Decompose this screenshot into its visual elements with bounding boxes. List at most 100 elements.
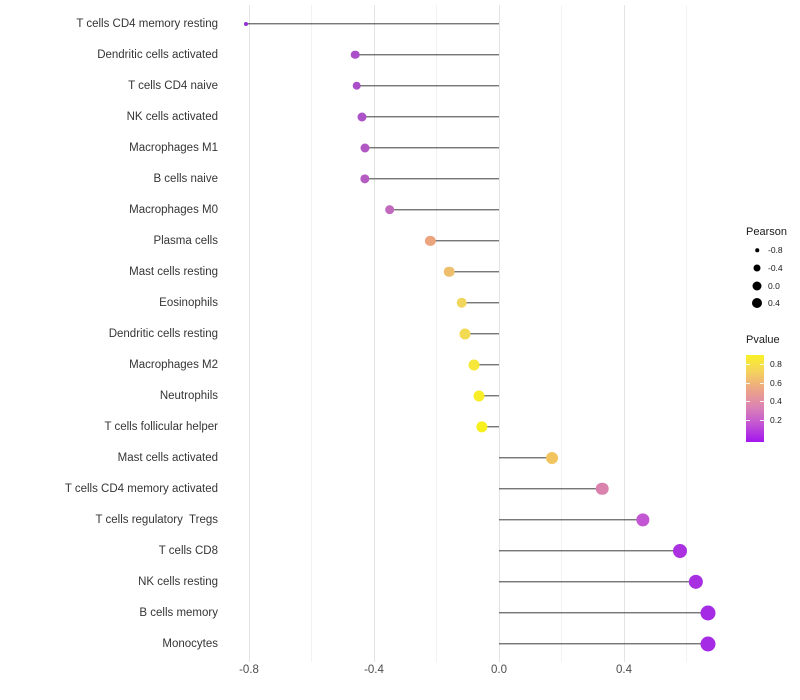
lollipop-stem [361,115,499,118]
category-label: Monocytes [162,637,218,650]
category-label: Mast cells activated [117,451,218,464]
colorbar-tick [760,419,764,421]
lollipop-dot [700,605,716,621]
category-label: B cells memory [139,606,218,619]
lollipop-dot [636,513,650,527]
lollipop-dot [468,359,480,371]
minor-gridline [436,5,437,662]
category-label: Macrophages M0 [129,203,218,216]
lollipop-stem [355,53,499,56]
lollipop-stem [499,518,643,521]
lollipop-dot [473,390,485,402]
category-label: Macrophages M1 [129,141,218,154]
lollipop-stem [499,580,696,583]
lollipop-stem [481,425,499,428]
category-label: Macrophages M2 [129,358,218,371]
colorbar-tick [746,382,750,384]
category-label: Dendritic cells activated [97,48,218,61]
lollipop-dot [688,574,704,589]
minor-gridline [686,5,687,662]
major-gridline [248,5,250,662]
pearson-legend-dot [755,248,759,252]
colorbar-tick [760,382,764,384]
category-label: Plasma cells [153,234,218,247]
category-label: T cells CD8 [158,544,218,557]
x-tick-label: -0.8 [239,664,259,676]
pearson-legend-dot [752,281,762,291]
lollipop-stem [478,394,499,397]
colorbar-tick-label: 0.6 [770,377,782,388]
colorbar-tick [746,401,750,402]
lollipop-stem [356,84,499,87]
category-label: NK cells activated [126,110,218,123]
lollipop-dot [476,421,488,433]
category-label: B cells naive [153,172,218,185]
lollipop-stem [499,549,681,552]
category-label: NK cells resting [138,575,218,588]
lollipop-stem [449,270,499,273]
colorbar-tick [760,401,764,402]
pvalue-color-legend: Pvalue 0.8 0.6 0.4 0.2 [746,334,800,442]
category-label: T cells regulatory Tregs [95,513,218,526]
lollipop-dot [673,543,688,558]
pearson-legend-label: 0.4 [768,298,780,309]
pvalue-colorbar-wrap: 0.8 0.6 0.4 0.2 [746,355,800,442]
lollipop-dot [350,50,360,59]
lollipop-stem [499,611,709,614]
lollipop-dot [459,328,471,340]
lollipop-dot [357,112,366,122]
lollipop-dot [352,81,362,90]
pearson-legend-label: 0.0 [768,280,780,291]
pearson-legend-label: -0.8 [768,245,783,255]
lollipop-stem [461,301,499,304]
lollipop-stem [499,642,709,645]
category-label: Dendritic cells resting [108,327,218,340]
lollipop-dot [456,297,467,308]
lollipop-stem [430,239,499,242]
category-label: T cells CD4 memory activated [64,482,218,495]
lollipop-stem [364,146,499,149]
lollipop-stem [499,456,553,459]
lollipop-dot [700,636,716,652]
pearson-legend-dot [752,298,762,309]
x-tick-label: 0.0 [491,664,507,676]
category-label: Neutrophils [159,389,218,402]
colorbar-tick-label: 0.2 [770,414,782,425]
lollipop-stem [245,22,499,25]
major-gridline [373,5,375,662]
lollipop-stem [364,177,499,180]
lollipop-dot [595,482,609,495]
lollipop-dot [425,235,436,246]
colorbar-tick [746,364,750,365]
colorbar-tick [760,364,764,365]
pearson-legend-entries: -0.8 -0.4 0.0 0.4 [746,245,800,318]
major-gridline [498,5,500,662]
x-tick-label: -0.4 [364,664,384,676]
pearson-size-legend: Pearson -0.8 -0.4 0.0 0.4 [746,226,800,318]
x-tick-label: 0.4 [616,664,632,676]
pearson-legend-label: -0.4 [768,262,783,273]
lollipop-dot [546,451,559,464]
lollipop-dot [359,174,370,184]
category-label: T cells CD4 naive [128,79,218,92]
category-label: Mast cells resting [129,265,218,278]
category-label: T cells CD4 memory resting [76,17,218,30]
lollipop-stem [499,487,603,490]
lollipop-dot [384,204,395,215]
pvalue-colorbar [746,355,764,442]
minor-gridline [561,5,562,662]
pearson-legend-dot [753,264,761,272]
category-label: Eosinophils [159,296,218,309]
lollipop-dot [243,21,248,26]
major-gridline [623,5,625,662]
lollipop-dot [360,143,370,153]
pearson-legend-title: Pearson [746,226,787,238]
lollipop-dot [443,266,455,277]
lollipop-stem [464,332,499,335]
pvalue-legend-title: Pvalue [746,334,780,346]
colorbar-tick [746,419,750,421]
minor-gridline [311,5,312,662]
category-label: T cells follicular helper [104,420,218,433]
lollipop-stem [474,363,499,366]
